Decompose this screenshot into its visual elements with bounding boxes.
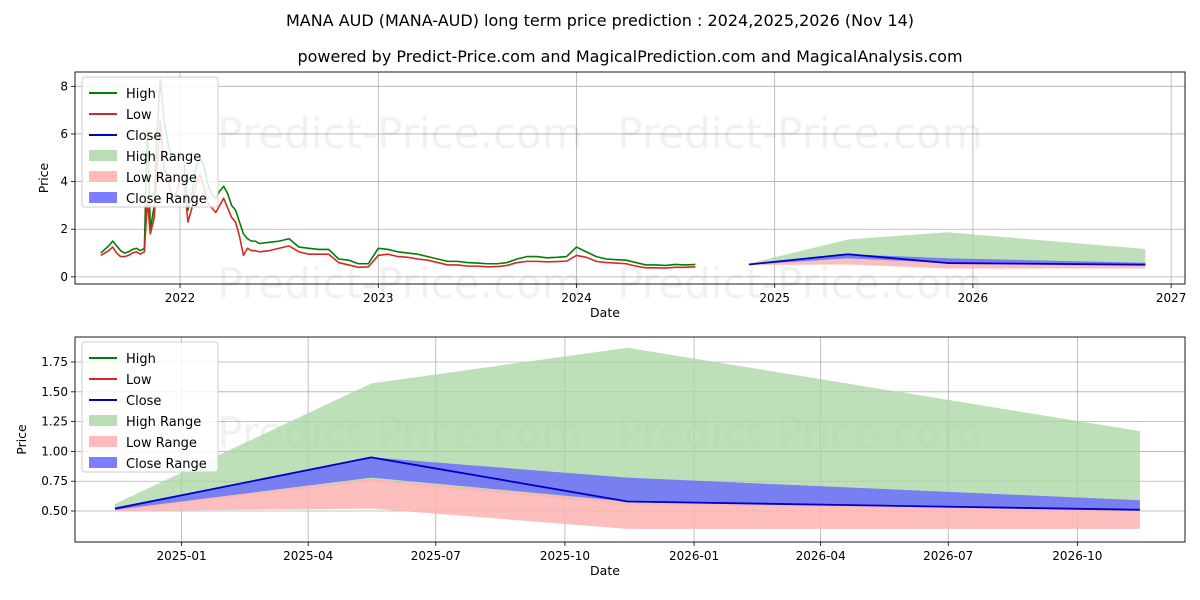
long-term-chart-panel: Predict-Price.com Predict-Price.com Predic…: [36, 71, 1187, 320]
x-tick-label: 2026-10: [1052, 549, 1102, 563]
legend-label: Close Range: [126, 192, 207, 207]
legend-label: High Range: [126, 415, 201, 430]
y-tick-label: 1.00: [41, 444, 68, 458]
chart-subtitle: powered by Predict-Price.com and Magical…: [297, 47, 962, 66]
y-tick-label: 8: [60, 79, 68, 93]
legend-high-range-swatch: [89, 150, 117, 161]
x-tick-label: 2026-01: [669, 549, 719, 563]
y-tick-label: 1.25: [41, 415, 68, 429]
y-tick-label: 0.75: [41, 474, 68, 488]
legend-label: Close: [126, 129, 161, 144]
x-tick-label: 2026: [958, 291, 989, 305]
legend-label: High Range: [126, 150, 201, 165]
y-tick-label: 1.50: [41, 385, 68, 399]
legend: High Low Close High Range Low Range Close Ran…: [81, 341, 219, 473]
legend-label: High: [126, 352, 156, 367]
legend-low-range-swatch: [89, 171, 117, 182]
legend-label: High: [126, 87, 156, 102]
y-axis-label: Price: [36, 162, 51, 193]
legend-label: Low Range: [126, 436, 197, 451]
legend-close-range-swatch: [89, 457, 117, 468]
legend-label: Close Range: [126, 457, 207, 472]
watermark-text: Predict-Price.com: [217, 259, 582, 308]
x-tick-label: 2025-07: [411, 549, 461, 563]
chart-title: MANA AUD (MANA-AUD) long term price pred…: [286, 11, 914, 30]
y-tick-label: 4: [60, 175, 68, 189]
plot-area: [114, 347, 1140, 529]
legend: High Low Close High Range Low Range Close Ran…: [81, 76, 219, 208]
close-forecast-line: [114, 456, 1140, 511]
close-range-area: [114, 457, 1140, 510]
y-tick-label: 0: [60, 270, 68, 284]
x-tick-label: 2027: [1156, 291, 1187, 305]
watermark-text: Predict-Price.com: [617, 109, 982, 158]
x-tick-label: 2026-07: [923, 549, 973, 563]
axes-frame: [74, 336, 1186, 543]
x-tick-label: 2025-01: [157, 549, 207, 563]
x-tick-label: 2026-04: [796, 549, 846, 563]
close-forecast-line: [748, 253, 1146, 266]
watermark-text: Predict-Price.com: [217, 109, 582, 158]
legend-label: Low Range: [126, 171, 197, 186]
y-tick-label: 1.75: [41, 355, 68, 369]
axes-frame: [74, 71, 1186, 285]
legend-low-range-swatch: [89, 436, 117, 447]
legend-label: Close: [126, 394, 161, 409]
x-tick-label: 2024: [561, 291, 592, 305]
x-tick-label: 2025: [759, 291, 790, 305]
legend-label: Low: [126, 108, 152, 123]
x-tick-label: 2025-10: [540, 549, 590, 563]
plot-area: [100, 78, 1146, 269]
x-tick-label: 2023: [363, 291, 394, 305]
x-tick-label: 2025-04: [283, 549, 333, 563]
legend-label: Low: [126, 373, 152, 388]
close-range-area: [748, 254, 1146, 265]
y-tick-label: 2: [60, 222, 68, 236]
y-axis-label: Price: [14, 424, 29, 455]
x-axis-label: Date: [590, 305, 620, 320]
y-tick-label: 0.50: [41, 504, 68, 518]
low-range-area: [114, 478, 1140, 529]
legend-close-range-swatch: [89, 192, 117, 203]
forecast-detail-chart-panel: Predict-Price.comPredict-Price.com2025-0…: [14, 336, 1186, 578]
low-price-line: [100, 118, 696, 269]
y-tick-label: 6: [60, 127, 68, 141]
x-axis-label: Date: [590, 563, 620, 578]
x-tick-label: 2022: [165, 291, 196, 305]
legend-high-range-swatch: [89, 415, 117, 426]
